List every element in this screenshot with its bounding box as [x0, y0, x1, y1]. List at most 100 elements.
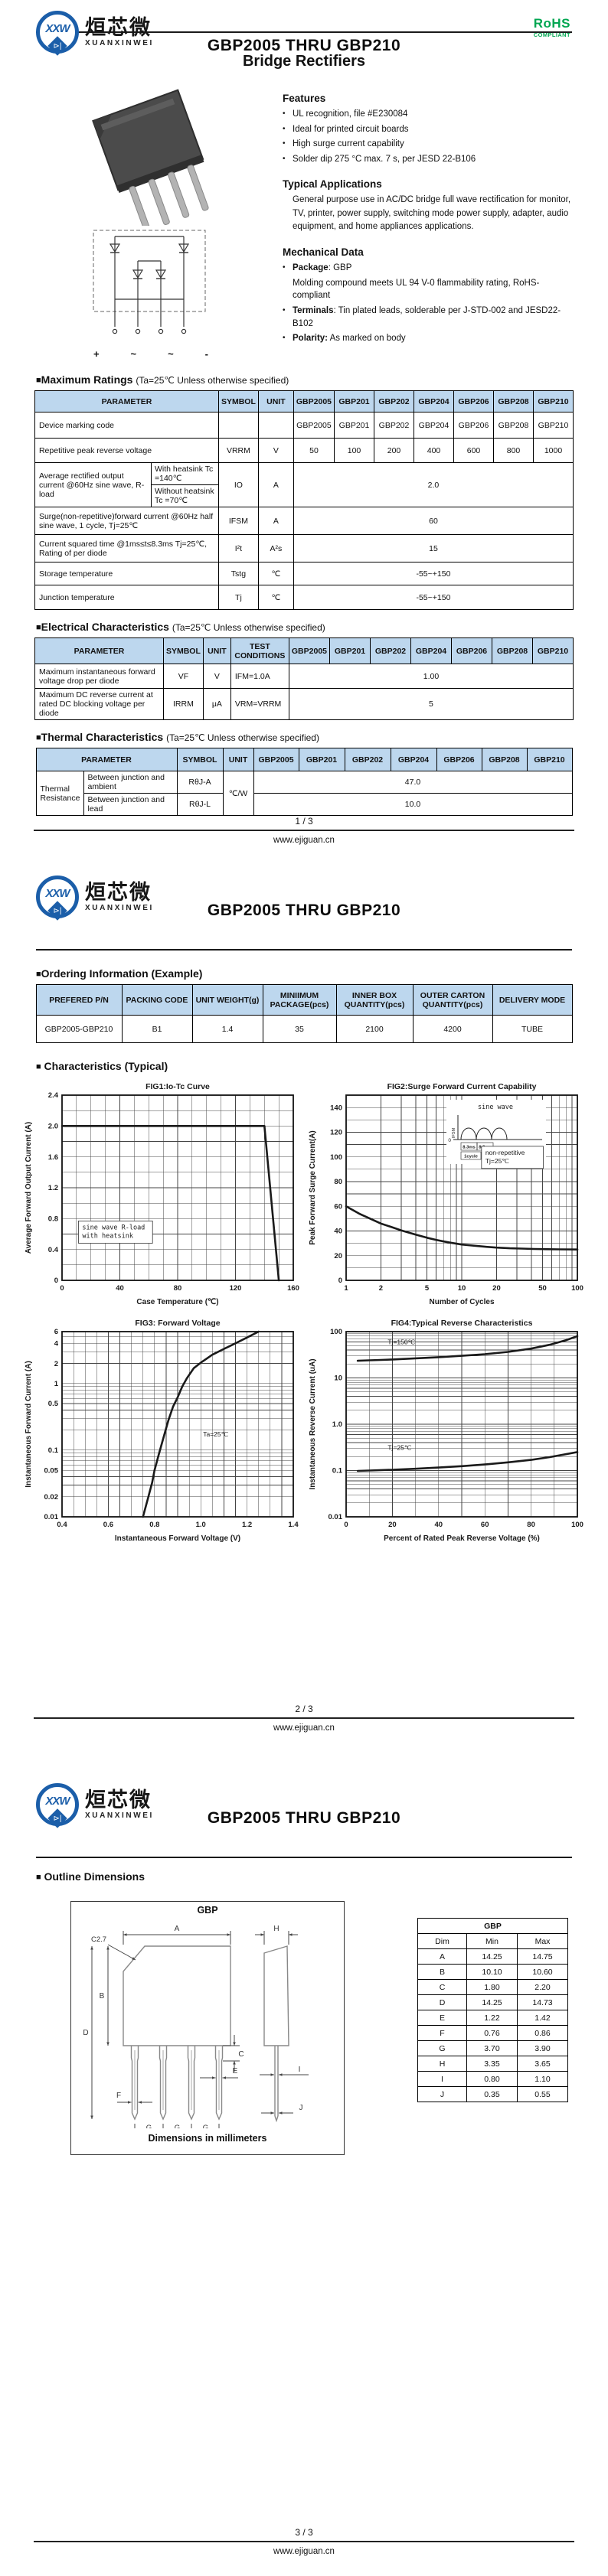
svg-text:0.8: 0.8: [47, 1215, 57, 1224]
svg-text:0.01: 0.01: [328, 1513, 342, 1521]
table-cell: 600: [453, 438, 495, 463]
table-cell: 1.00: [288, 664, 574, 689]
svg-text:4: 4: [54, 1340, 58, 1348]
table-cell: [257, 412, 294, 439]
doc-title: GBP2005 THRU GBP210: [207, 1809, 401, 1827]
table-header-cell: GBP210: [533, 390, 574, 412]
section-title: Characteristics (Typical): [44, 1060, 168, 1072]
table-cell: 0.76: [466, 2025, 518, 2041]
left-column: + ~ ~ -: [36, 88, 266, 360]
svg-text:Peak Forward Surge Current(A): Peak Forward Surge Current(A): [309, 1130, 317, 1244]
svg-text:0.4: 0.4: [57, 1521, 67, 1529]
table-cell: IRRM: [162, 688, 204, 720]
table-cell: Max: [517, 1933, 568, 1949]
table-header-cell: GBP201: [334, 390, 375, 412]
dimensions-table: GBP Dim Min Max A 14.25 14.75 B 10.10 10.60 C 1.80 2…: [417, 1918, 568, 2102]
page-number: 3 / 3: [295, 2527, 313, 2538]
svg-text:6: 6: [54, 1328, 57, 1336]
mechanical-item: Molding compound meets UL 94 V-0 flammab…: [293, 278, 540, 301]
terminal-label: ~: [168, 348, 174, 360]
table-header-cell: GBP2005: [293, 390, 335, 412]
svg-text:0.6: 0.6: [103, 1521, 113, 1529]
svg-text:0.5: 0.5: [47, 1400, 58, 1408]
table-cell: 10.0: [253, 793, 573, 816]
table-cell: I: [417, 2071, 467, 2087]
table-cell: 14.75: [517, 1948, 568, 1965]
svg-text:5: 5: [424, 1284, 429, 1293]
table-cell: G: [417, 2040, 467, 2056]
table-header-cell: PACKING CODE: [121, 984, 193, 1016]
table-cell: 0.86: [517, 2025, 568, 2041]
outline-drawing-box: GBP A C2.7 B D C E F G G G H I J Dimensions in milli…: [70, 1901, 345, 2155]
svg-text:G: G: [175, 2124, 180, 2128]
svg-text:0: 0: [448, 1138, 451, 1143]
table-cell: ℃: [257, 585, 294, 610]
table-cell: V: [257, 438, 294, 463]
svg-text:1.0: 1.0: [332, 1420, 342, 1429]
data-table: PARAMETER SYMBOL UNIT GBP2005 GBP201 GBP202 GB…: [35, 748, 573, 816]
website-link[interactable]: www.ejiguan.cn: [273, 836, 335, 845]
svg-text:100: 100: [330, 1153, 342, 1162]
section-condition: (Ta=25℃ Unless otherwise specified): [172, 622, 325, 633]
chart-fig4-reverse: 0 20 40 60 80 100 0.01 0.1 1.0 10 100 FIG4:Typical …: [306, 1316, 587, 1545]
table-cell: 5: [288, 688, 574, 720]
page-3: XXW ⊳| 烜芯微 XUANXINWEI GBP2005 THRU GBP21…: [0, 1753, 608, 2576]
table-cell: TUBE: [492, 1015, 573, 1043]
diode-icon: ⊳|: [53, 907, 62, 915]
brand-logo: XXW ⊳| 烜芯微 XUANXINWEI: [36, 11, 154, 56]
feature-item: • Ideal for printed circuit boards: [283, 124, 409, 134]
svg-text:140: 140: [330, 1104, 342, 1112]
footer-rule: [34, 1717, 574, 1719]
data-table: PARAMETER SYMBOL UNIT GBP2005 GBP201 GBP202 GB…: [34, 390, 574, 610]
table-cell: 1.42: [517, 2010, 568, 2026]
brand-name-zh: 烜芯微: [85, 1788, 152, 1811]
brand-name-zh: 烜芯微: [85, 15, 152, 39]
svg-text:sine wave: sine wave: [477, 1104, 512, 1111]
table-cell: GBP208: [493, 412, 534, 439]
table-cell: 400: [414, 438, 455, 463]
chart-fig1-io-tc: 0 40 80 120 160 0 0.4 0.8 1.2 1.6 2.0 2.4 FIG1:Io-Tc…: [22, 1080, 302, 1309]
svg-text:2: 2: [54, 1360, 57, 1368]
table-header-cell: GBP206: [453, 390, 495, 412]
table-cell: Maximum instantaneous forward voltage dr…: [34, 664, 164, 689]
table-cell: ℃: [257, 562, 294, 585]
svg-text:100: 100: [330, 1328, 342, 1336]
table-cell: Min: [466, 1933, 518, 1949]
table-cell: 10.10: [466, 1964, 518, 1980]
features-list: • UL recognition, file #E230084 • Ideal for…: [283, 108, 572, 166]
dimensions-caption: Dimensions in millimeters: [148, 2133, 267, 2144]
website-link[interactable]: www.ejiguan.cn: [273, 1723, 335, 1733]
svg-text:non-repetitive: non-repetitive: [485, 1149, 525, 1156]
svg-text:1: 1: [344, 1284, 348, 1293]
table-cell: 1.80: [466, 1979, 518, 1995]
page-1: XXW ⊳| 烜芯微 XUANXINWEI GBP2005 THRU GBP21…: [0, 0, 608, 865]
page-header: XXW ⊳| 烜芯微 XUANXINWEI GBP2005 THRU GBP21…: [36, 1779, 572, 1858]
table-cell: 100: [334, 438, 375, 463]
package-name: GBP: [197, 1905, 218, 1916]
svg-text:100: 100: [571, 1521, 583, 1529]
svg-text:Instantaneous Forward Current: Instantaneous Forward Current (A): [25, 1361, 33, 1488]
brand-logo-icon: XXW ⊳|: [36, 1783, 79, 1828]
table-cell: GBP201: [334, 412, 375, 439]
table-header-cell: PREFERED P/N: [35, 984, 123, 1016]
doc-title: GBP2005 THRU GBP210: [207, 37, 401, 54]
svg-text:J: J: [299, 2104, 303, 2112]
svg-text:with heatsink: with heatsink: [82, 1232, 133, 1240]
characteristics-heading: ■ Characteristics (Typical): [36, 1060, 572, 1072]
characteristic-charts: 0 40 80 120 160 0 0.4 0.8 1.2 1.6 2.0 2.4 FIG1:Io-Tc…: [20, 1080, 588, 1545]
table-cell: 3.70: [466, 2040, 518, 2056]
section-title: Outline Dimensions: [44, 1870, 145, 1883]
diode-icon: ⊳|: [53, 1815, 62, 1823]
website-link[interactable]: www.ejiguan.cn: [273, 2547, 335, 2556]
brand-name-en: XUANXINWEI: [85, 39, 154, 48]
svg-text:1.4: 1.4: [288, 1521, 299, 1529]
table-cell: μA: [202, 688, 231, 720]
page-header: XXW ⊳| 烜芯微 XUANXINWEI GBP2005 THRU GBP21…: [36, 871, 572, 951]
table-cell: 800: [493, 438, 534, 463]
svg-text:1.6: 1.6: [47, 1153, 57, 1162]
terminal-label: ~: [130, 348, 137, 360]
rohs-label: RoHS: [533, 16, 570, 31]
table-header-cell: TEST CONDITIONS: [230, 637, 289, 664]
svg-text:40: 40: [116, 1284, 124, 1293]
svg-text:80: 80: [334, 1178, 342, 1186]
